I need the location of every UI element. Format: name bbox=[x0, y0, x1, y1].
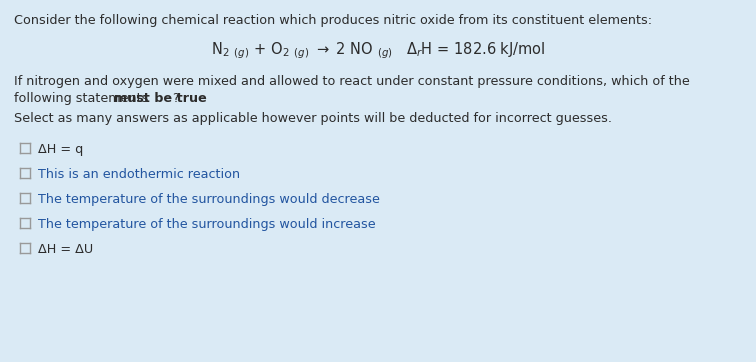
Text: Select as many answers as applicable however points will be deducted for incorre: Select as many answers as applicable how… bbox=[14, 112, 612, 125]
Text: ΔH = ΔU: ΔH = ΔU bbox=[38, 243, 93, 256]
Text: must be true: must be true bbox=[114, 92, 207, 105]
Text: The temperature of the surroundings would increase: The temperature of the surroundings woul… bbox=[38, 218, 376, 231]
Text: Consider the following chemical reaction which produces nitric oxide from its co: Consider the following chemical reaction… bbox=[14, 14, 652, 27]
Text: following statements: following statements bbox=[14, 92, 153, 105]
Text: N$_2$ $_{(g)}$ + O$_2$ $_{(g)}$ $\rightarrow$ 2 NO $_{(g)}$   $\Delta_r$H = 182.: N$_2$ $_{(g)}$ + O$_2$ $_{(g)}$ $\righta… bbox=[211, 40, 545, 60]
Text: This is an endothermic reaction: This is an endothermic reaction bbox=[38, 168, 240, 181]
Text: ?: ? bbox=[172, 92, 178, 105]
Text: ΔH = q: ΔH = q bbox=[38, 143, 83, 156]
Text: The temperature of the surroundings would decrease: The temperature of the surroundings woul… bbox=[38, 193, 380, 206]
Text: If nitrogen and oxygen were mixed and allowed to react under constant pressure c: If nitrogen and oxygen were mixed and al… bbox=[14, 75, 689, 88]
